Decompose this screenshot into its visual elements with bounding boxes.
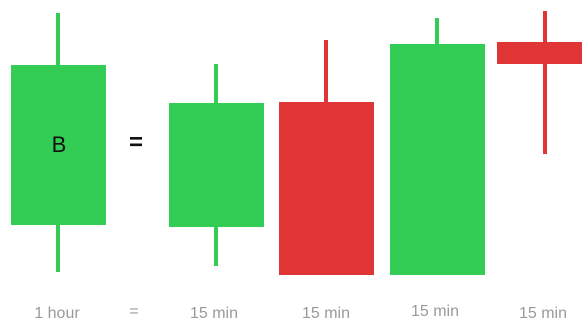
hourly-candle-body — [11, 65, 106, 225]
quarter-candle-1 — [169, 64, 264, 266]
quarter-candle-2 — [279, 40, 374, 275]
hourly-candle-label: 1 hour — [34, 305, 80, 322]
quarter-candle-2-body — [279, 102, 374, 275]
quarter-candle-3-label: 15 min — [410, 303, 460, 320]
quarter-candle-3 — [390, 18, 485, 275]
hourly-candle — [11, 13, 106, 272]
quarter-candle-1-label: 15 min — [189, 305, 239, 322]
quarter-candle-4-body — [497, 42, 582, 64]
quarter-candle-3-body — [390, 44, 485, 275]
hourly-candle-letter: B — [51, 132, 67, 157]
quarter-candle-1-body — [169, 103, 264, 227]
quarter-candle-4-label: 15 min — [518, 305, 568, 322]
equals-sign-bottom: = — [129, 303, 139, 320]
equals-sign-top: = — [128, 129, 144, 156]
quarter-candle-4 — [497, 11, 582, 154]
quarter-candle-2-label: 15 min — [301, 305, 351, 322]
